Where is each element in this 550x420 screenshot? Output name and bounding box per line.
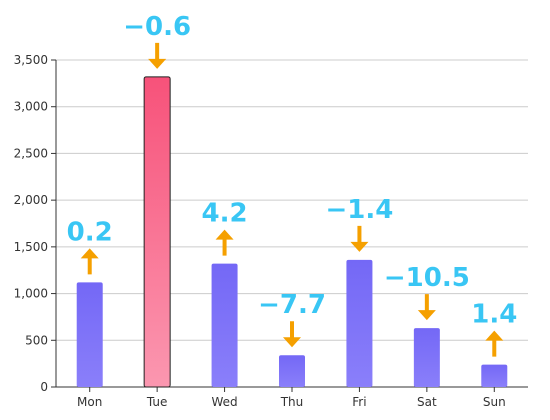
bar-sat bbox=[413, 328, 440, 387]
bar-fri bbox=[346, 259, 373, 387]
y-tick-label: 3,000 bbox=[14, 100, 48, 114]
change-arrow-icon bbox=[80, 248, 99, 275]
change-label: 4.2 bbox=[202, 199, 248, 229]
change-arrow-icon bbox=[283, 321, 301, 348]
bar-mon bbox=[76, 282, 103, 387]
change-label: 0.2 bbox=[67, 217, 113, 247]
change-arrow-icon bbox=[350, 225, 369, 252]
x-tick-label: Wed bbox=[211, 395, 237, 409]
change-label: −0.6 bbox=[123, 12, 191, 42]
x-tick-label: Thu bbox=[280, 395, 304, 409]
x-tick-label: Mon bbox=[77, 395, 102, 409]
x-tick-label: Tue bbox=[146, 395, 168, 409]
grid-lines bbox=[56, 59, 528, 341]
axes: 0 500 1,000 1,500 2,000 2,500 3,000 3,500 Mon Tue… bbox=[14, 53, 528, 409]
x-tick-label: Sun bbox=[483, 395, 506, 409]
x-tick-label: Fri bbox=[352, 395, 366, 409]
bars bbox=[76, 76, 508, 388]
change-label: −1.4 bbox=[326, 195, 394, 225]
x-tick-label: Sat bbox=[417, 395, 437, 409]
change-arrow-icon bbox=[485, 330, 504, 357]
bar-sun bbox=[481, 364, 508, 387]
y-tick-label: 500 bbox=[25, 333, 48, 347]
y-tick-label: 2,500 bbox=[14, 146, 48, 160]
change-arrow-icon bbox=[148, 42, 167, 69]
y-tick-label: 2,000 bbox=[14, 193, 48, 207]
bar-tue bbox=[143, 76, 171, 388]
change-label: −7.7 bbox=[258, 290, 326, 320]
change-arrow-icon bbox=[215, 229, 234, 256]
bar-thu bbox=[279, 355, 305, 387]
y-tick-label: 0 bbox=[40, 380, 48, 394]
y-tick-label: 1,500 bbox=[14, 240, 48, 254]
bar-wed bbox=[211, 263, 238, 387]
y-tick-label: 1,000 bbox=[14, 287, 48, 301]
change-label: 1.4 bbox=[471, 300, 517, 330]
change-label: −10.5 bbox=[384, 263, 470, 293]
change-arrow-icon bbox=[417, 294, 436, 321]
y-tick-label: 3,500 bbox=[14, 53, 48, 67]
change-annotations: 0.2 −0.6 4.2 −7.7 −1.4 −10.51.4 bbox=[67, 12, 517, 357]
